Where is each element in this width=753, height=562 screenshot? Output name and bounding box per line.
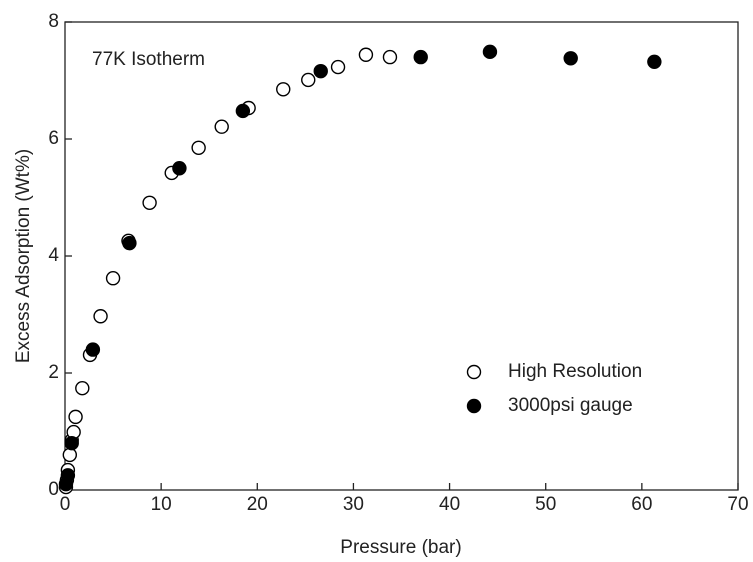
y-axis-label: Excess Adsorption (Wt%)	[13, 149, 34, 363]
point	[647, 54, 662, 69]
point	[105, 271, 121, 286]
point	[276, 82, 291, 97]
point	[122, 235, 137, 251]
x-tick-label: 60	[631, 494, 652, 515]
point	[172, 161, 187, 176]
annotation: 77K Isotherm	[92, 49, 205, 70]
point	[142, 195, 157, 210]
y-tick-label: 8	[48, 11, 59, 32]
point	[413, 49, 428, 65]
legend-label: 3000psi gauge	[508, 395, 633, 416]
legend-label: High Resolution	[508, 361, 642, 382]
y-tick-label: 6	[48, 128, 59, 149]
point	[482, 44, 498, 60]
point	[62, 447, 78, 463]
y-tick-label: 2	[48, 362, 59, 383]
legend-marker	[466, 364, 482, 380]
x-axis-label: Pressure (bar)	[340, 537, 461, 558]
point	[301, 72, 316, 88]
y-tick-label: 4	[48, 245, 59, 266]
x-tick-label: 0	[60, 494, 71, 515]
point	[75, 381, 90, 396]
legend-marker	[466, 398, 482, 414]
x-tick-label: 10	[151, 494, 172, 515]
point	[235, 103, 251, 119]
point	[93, 309, 108, 324]
x-tick-label: 30	[343, 494, 364, 515]
y-tick-label: 0	[48, 479, 59, 500]
point	[313, 63, 328, 79]
point	[191, 140, 206, 155]
x-tick-label: 20	[247, 494, 268, 515]
point	[85, 342, 101, 357]
plot-frame	[64, 21, 739, 491]
x-tick-label: 70	[727, 494, 748, 515]
point	[358, 47, 374, 62]
point	[382, 49, 398, 65]
point	[64, 436, 79, 451]
x-tick-label: 50	[535, 494, 556, 515]
point	[330, 59, 346, 75]
point	[563, 51, 578, 66]
point	[68, 409, 83, 425]
point	[60, 468, 76, 483]
x-tick-label: 40	[439, 494, 460, 515]
point	[214, 119, 229, 134]
